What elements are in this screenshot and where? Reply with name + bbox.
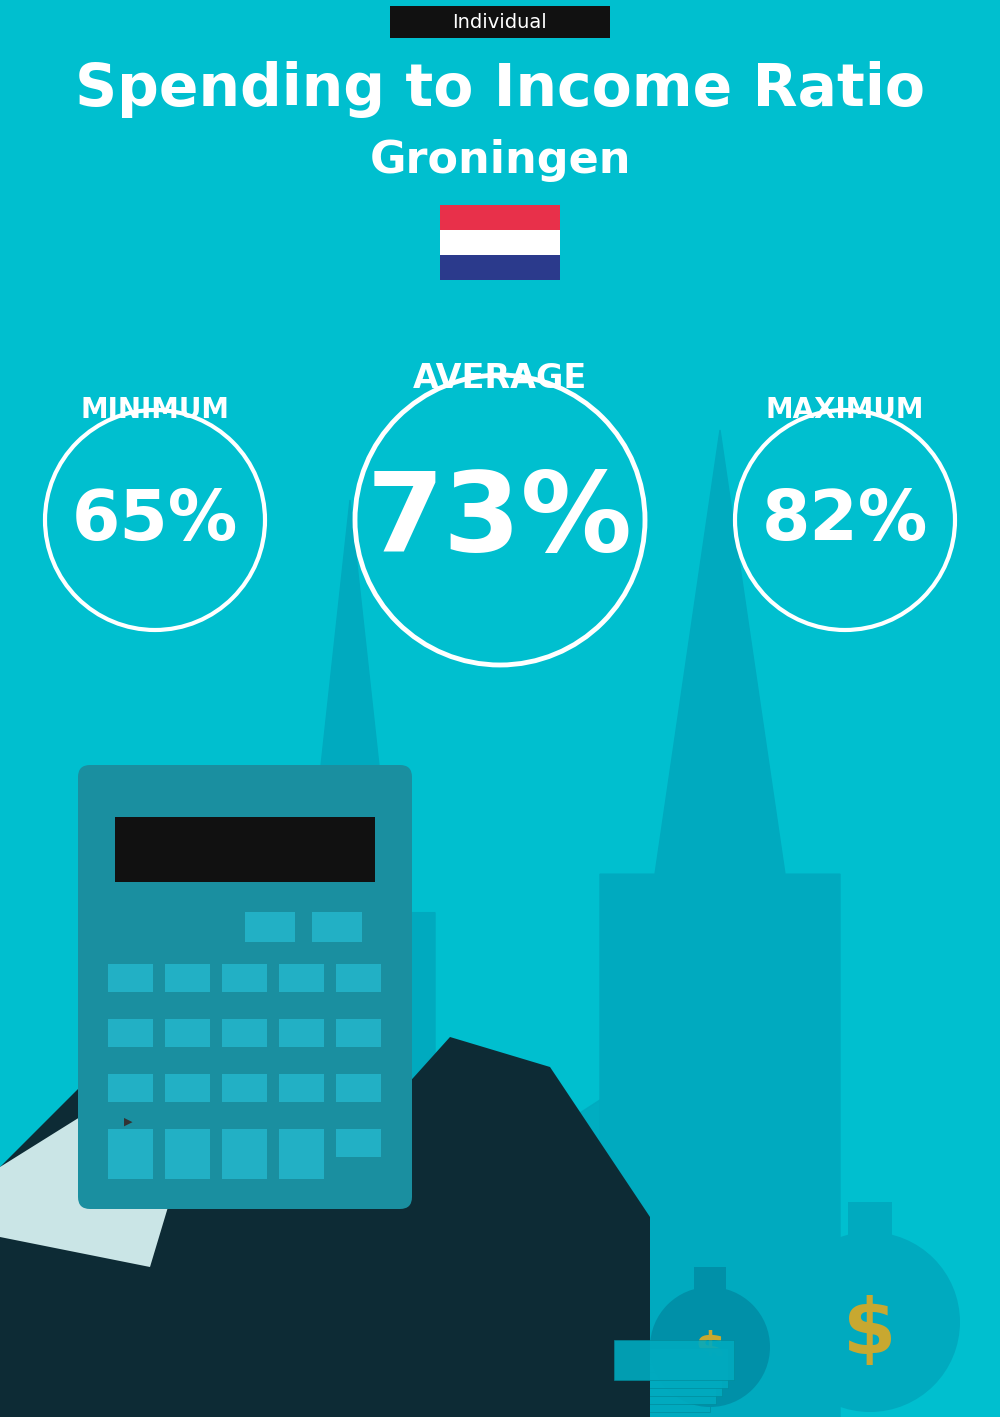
Polygon shape <box>265 500 435 1417</box>
Bar <box>279 1074 324 1102</box>
Bar <box>222 1151 267 1179</box>
Text: Individual: Individual <box>453 13 547 31</box>
Circle shape <box>650 1287 770 1407</box>
Bar <box>440 230 560 255</box>
Polygon shape <box>0 1117 180 1267</box>
Bar <box>222 1129 267 1158</box>
Bar <box>336 964 381 992</box>
Text: AVERAGE: AVERAGE <box>413 361 587 394</box>
Text: Spending to Income Ratio: Spending to Income Ratio <box>75 61 925 119</box>
Bar <box>222 1019 267 1047</box>
Bar <box>165 1151 210 1179</box>
Polygon shape <box>0 1197 200 1417</box>
Text: MAXIMUM: MAXIMUM <box>766 395 924 424</box>
Bar <box>614 1340 734 1380</box>
Bar <box>595 1316 645 1417</box>
FancyBboxPatch shape <box>390 6 610 38</box>
Text: 65%: 65% <box>72 486 238 554</box>
Bar <box>596 1365 716 1404</box>
Bar <box>480 1197 760 1417</box>
Bar <box>108 1129 153 1158</box>
Bar <box>165 1074 210 1102</box>
Bar <box>336 1129 381 1158</box>
Bar <box>108 964 153 992</box>
Bar <box>279 1151 324 1179</box>
Polygon shape <box>350 1037 650 1417</box>
Bar <box>590 1372 710 1411</box>
Bar <box>222 964 267 992</box>
Bar <box>108 1074 153 1102</box>
Polygon shape <box>450 1087 790 1197</box>
Bar <box>279 964 324 992</box>
Bar <box>165 1129 210 1158</box>
Bar <box>108 1019 153 1047</box>
Polygon shape <box>0 1017 420 1417</box>
Text: ▶: ▶ <box>124 1117 132 1127</box>
Bar <box>608 1348 728 1389</box>
Bar <box>848 1202 892 1247</box>
Polygon shape <box>600 429 840 1417</box>
Polygon shape <box>370 1217 550 1417</box>
Circle shape <box>780 1231 960 1411</box>
FancyBboxPatch shape <box>78 765 412 1209</box>
Bar <box>279 1129 324 1158</box>
Bar <box>222 1074 267 1102</box>
Text: MINIMUM: MINIMUM <box>80 395 230 424</box>
Bar <box>279 1019 324 1047</box>
Bar <box>694 1267 726 1297</box>
Bar <box>245 913 295 942</box>
Text: $: $ <box>843 1295 897 1369</box>
Bar <box>165 964 210 992</box>
Bar <box>115 818 375 881</box>
Bar <box>440 205 560 230</box>
Bar <box>312 913 362 942</box>
Bar <box>165 1019 210 1047</box>
Text: Groningen: Groningen <box>369 139 631 181</box>
Bar <box>108 1151 153 1179</box>
Text: 82%: 82% <box>762 486 928 554</box>
Bar <box>602 1356 722 1396</box>
Bar <box>336 1019 381 1047</box>
Bar <box>336 1074 381 1102</box>
Bar <box>440 255 560 281</box>
Text: $: $ <box>694 1331 726 1373</box>
Text: 73%: 73% <box>367 466 633 574</box>
